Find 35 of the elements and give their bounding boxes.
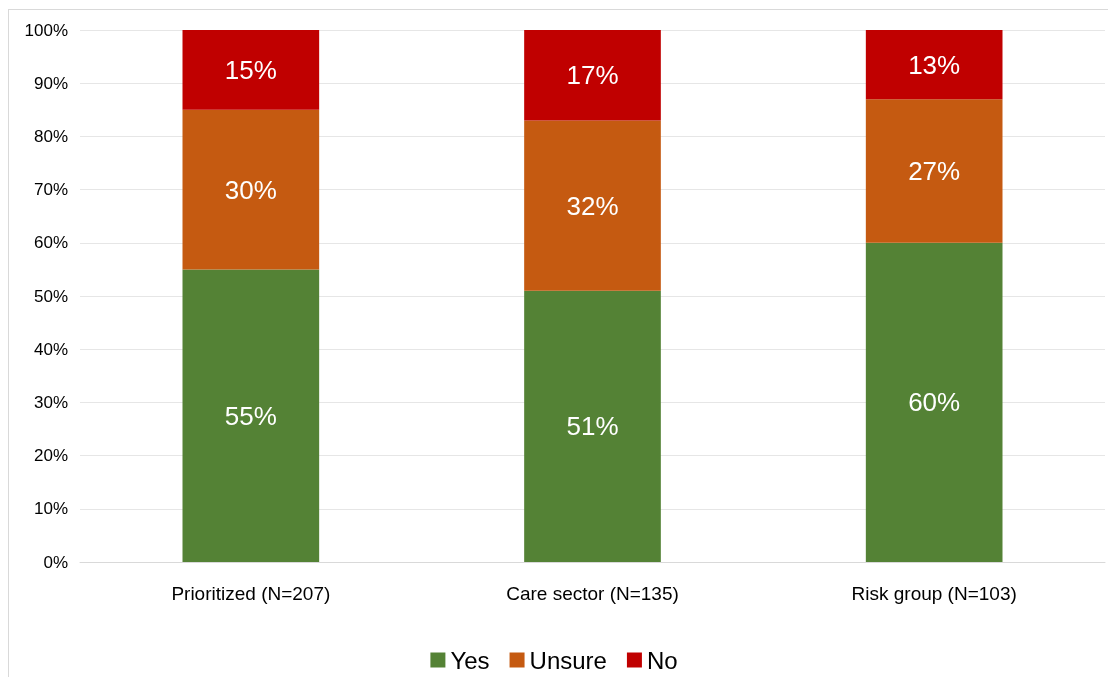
bar — [865, 30, 1003, 100]
y-tick-label: 0% — [43, 552, 68, 572]
bar — [182, 109, 320, 270]
y-tick-label: 40% — [33, 339, 68, 359]
data-label: 15% — [224, 54, 277, 85]
y-tick-label: 50% — [33, 286, 68, 306]
data-label: 27% — [908, 155, 961, 186]
bar — [182, 269, 320, 562]
x-tick-label: Risk group (N=103) — [851, 583, 1017, 604]
y-tick-label: 80% — [33, 126, 68, 146]
data-label: 13% — [908, 49, 961, 80]
data-label: 17% — [566, 60, 619, 91]
legend-label: No — [646, 646, 678, 674]
x-tick-label: Care sector (N=135) — [506, 583, 679, 604]
y-tick-label: 10% — [33, 499, 68, 519]
y-tick-label: 100% — [24, 20, 68, 40]
bar — [524, 30, 661, 121]
y-tick-label: 30% — [33, 392, 68, 412]
legend-label: Yes — [450, 646, 490, 674]
y-tick-label: 60% — [33, 233, 68, 253]
data-label: 32% — [566, 190, 619, 221]
data-label: 60% — [908, 387, 961, 418]
y-tick-label: 70% — [33, 180, 68, 200]
bar — [524, 290, 661, 562]
bar — [865, 242, 1003, 562]
data-label: 30% — [224, 174, 277, 205]
y-tick-label: 90% — [33, 73, 68, 93]
bar — [524, 120, 661, 291]
y-tick-label: 20% — [33, 446, 68, 466]
bar — [865, 99, 1003, 243]
bar — [182, 30, 320, 110]
legend-label: Unsure — [529, 646, 607, 674]
x-tick-label: Prioritized (N=207) — [171, 583, 331, 604]
data-label: 51% — [566, 411, 619, 442]
data-label: 55% — [224, 400, 277, 431]
